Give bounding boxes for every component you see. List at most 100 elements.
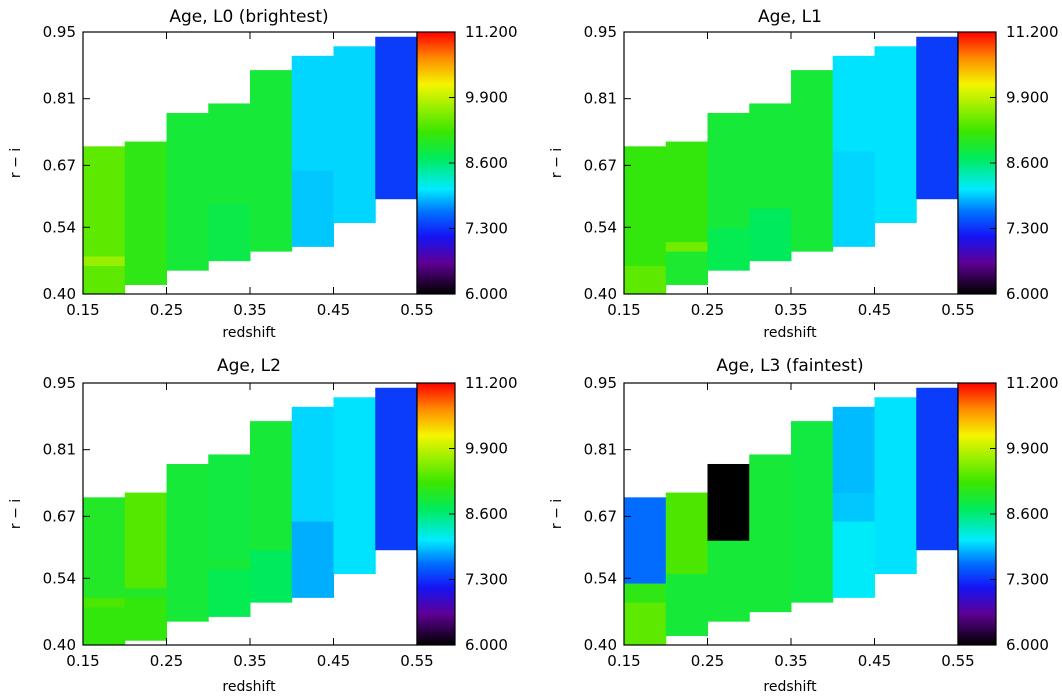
x-axis-label: redshift (763, 679, 817, 695)
heatmap-cell (291, 170, 334, 247)
y-tick-label: 0.67 (584, 507, 617, 525)
colorbar-tick-label: 6.000 (465, 285, 508, 303)
panel-age-l3: Age, L3 (faintest) redshift r − i 0.15 0.… (549, 356, 1059, 695)
heatmap-cell (208, 103, 251, 204)
x-tick-label: 0.55 (941, 301, 974, 319)
colorbar-tick-label: 9.900 (1006, 89, 1049, 107)
heatmap-cell (166, 463, 209, 622)
x-tick-label: 0.55 (400, 301, 433, 319)
heatmap-cell (624, 146, 667, 266)
y-axis-label: r − i (549, 148, 565, 178)
y-tick-label: 0.40 (43, 285, 76, 303)
x-tick-label: 0.25 (150, 652, 183, 670)
heatmap-cell (665, 241, 708, 252)
heatmap-cell (791, 421, 834, 603)
colorbar-tick-label: 9.900 (465, 89, 508, 107)
heatmap-cell (832, 521, 875, 598)
heatmap-cell (665, 251, 708, 285)
colorbar-tick-label: 6.000 (465, 636, 508, 654)
x-tick-label: 0.35 (233, 301, 266, 319)
heatmap-cell (83, 597, 126, 608)
heatmap-cell (874, 397, 917, 575)
y-tick-label: 0.54 (584, 218, 617, 236)
colorbar-tick-label: 9.900 (465, 440, 508, 458)
panel-title: Age, L0 (brightest) (169, 7, 328, 27)
heatmap-cell (291, 406, 334, 522)
heatmap-cell (250, 549, 293, 603)
heatmap-cell (291, 55, 334, 171)
panel-title: Age, L2 (217, 356, 281, 376)
panel-title: Age, L3 (faintest) (716, 356, 863, 376)
colorbar (957, 382, 997, 646)
y-tick-label: 0.95 (584, 374, 617, 392)
heatmap-cell (83, 255, 126, 266)
x-tick-label: 0.25 (150, 301, 183, 319)
heatmap-cell (375, 387, 418, 551)
x-tick-label: 0.45 (858, 301, 891, 319)
heatmap-cell (749, 208, 792, 262)
colorbar-tick-label: 11.200 (465, 374, 518, 392)
heatmap-cell (624, 602, 667, 646)
x-axis-label: redshift (222, 325, 276, 341)
y-tick-label: 0.54 (43, 218, 76, 236)
heatmap-cell (707, 540, 750, 622)
y-axis-label: r − i (8, 148, 24, 178)
heatmap-cell (874, 46, 917, 224)
y-tick-label: 0.54 (43, 569, 76, 587)
y-tick-label: 0.81 (43, 441, 76, 459)
colorbar-tick-label: 6.000 (1006, 285, 1049, 303)
x-tick-label: 0.55 (941, 652, 974, 670)
colorbar (957, 31, 997, 295)
colorbar-tick-label: 7.300 (1006, 220, 1049, 238)
heatmap-cell (707, 112, 750, 228)
heatmap-cell (749, 103, 792, 209)
heatmap-cell (624, 265, 667, 295)
colorbar-tick-label: 7.300 (1006, 571, 1049, 589)
y-tick-label: 0.81 (43, 90, 76, 108)
x-tick-label: 0.15 (66, 301, 99, 319)
heatmap-cell (124, 597, 167, 641)
heatmap-cell (83, 265, 126, 295)
y-tick-label: 0.81 (584, 90, 617, 108)
y-tick-label: 0.81 (584, 441, 617, 459)
x-tick-label: 0.55 (400, 652, 433, 670)
x-tick-label: 0.35 (233, 652, 266, 670)
heatmap-cell (707, 227, 750, 271)
y-tick-label: 0.40 (43, 636, 76, 654)
heatmap-cell (916, 36, 959, 200)
heatmap-cell (916, 387, 959, 551)
heatmap-cell (250, 70, 293, 252)
colorbar-tick-label: 9.900 (1006, 440, 1049, 458)
heatmap-cell (665, 492, 708, 575)
heatmap-cell (333, 46, 376, 224)
y-axis-label: r − i (549, 499, 565, 529)
heatmap-cell (124, 587, 167, 598)
heatmap-cell (832, 406, 875, 494)
heatmap-cell (375, 36, 418, 200)
colorbar-tick-label: 8.600 (465, 154, 508, 172)
panel-age-l0: Age, L0 (brightest) redshift r − i 0.15 0… (8, 7, 518, 341)
x-tick-label: 0.25 (691, 301, 724, 319)
heatmap-cell (749, 454, 792, 613)
y-tick-label: 0.95 (43, 23, 76, 41)
heatmap-cell (208, 454, 251, 560)
heatmap-cell (208, 568, 251, 617)
heatmap-cell (832, 492, 875, 522)
x-tick-label: 0.45 (317, 652, 350, 670)
x-tick-label: 0.45 (317, 301, 350, 319)
colorbar-tick-label: 11.200 (465, 23, 518, 41)
heatmap-cell (624, 583, 667, 603)
heatmap-cell (832, 151, 875, 247)
y-tick-label: 0.40 (584, 285, 617, 303)
heatmap-cell (333, 397, 376, 575)
colorbar-tick-label: 7.300 (465, 220, 508, 238)
colorbar-tick-label: 11.200 (1006, 23, 1059, 41)
colorbar-tick-label: 6.000 (1006, 636, 1049, 654)
colorbar-tick-label: 8.600 (1006, 505, 1049, 523)
x-tick-label: 0.45 (858, 652, 891, 670)
y-tick-label: 0.67 (43, 156, 76, 174)
x-tick-label: 0.15 (66, 652, 99, 670)
colorbar (416, 382, 456, 646)
heatmap-cell (665, 573, 708, 636)
colorbar-tick-label: 8.600 (465, 505, 508, 523)
